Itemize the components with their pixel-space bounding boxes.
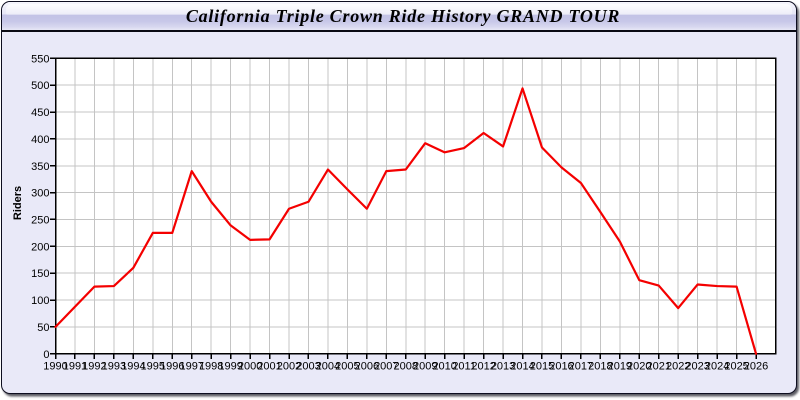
svg-text:2015: 2015 [530,361,554,373]
svg-text:2002: 2002 [277,361,301,373]
svg-text:300: 300 [31,188,49,200]
svg-text:2004: 2004 [316,361,340,373]
svg-text:1993: 1993 [102,361,126,373]
svg-text:2019: 2019 [608,361,632,373]
svg-text:2017: 2017 [569,361,593,373]
svg-text:2013: 2013 [491,361,515,373]
svg-text:2007: 2007 [374,361,398,373]
svg-text:400: 400 [31,134,49,146]
svg-text:2009: 2009 [413,361,437,373]
svg-text:2022: 2022 [666,361,690,373]
svg-text:2016: 2016 [549,361,573,373]
svg-text:2000: 2000 [238,361,262,373]
svg-text:500: 500 [31,80,49,92]
svg-text:250: 250 [31,214,49,226]
svg-text:Riders: Riders [12,186,24,220]
svg-text:2014: 2014 [510,361,534,373]
svg-text:2003: 2003 [296,361,320,373]
svg-text:350: 350 [31,161,49,173]
svg-text:1994: 1994 [121,361,145,373]
svg-text:2024: 2024 [705,361,729,373]
svg-text:1996: 1996 [160,361,184,373]
svg-text:50: 50 [37,322,49,334]
svg-text:1992: 1992 [82,361,106,373]
svg-text:1997: 1997 [179,361,203,373]
svg-text:1995: 1995 [141,361,165,373]
svg-text:1998: 1998 [199,361,223,373]
svg-text:2008: 2008 [394,361,418,373]
svg-text:2005: 2005 [335,361,359,373]
svg-text:0: 0 [43,349,49,361]
svg-text:2012: 2012 [471,361,495,373]
svg-text:2020: 2020 [627,361,651,373]
svg-text:100: 100 [31,295,49,307]
svg-text:2026: 2026 [744,361,768,373]
svg-text:2001: 2001 [257,361,281,373]
svg-text:200: 200 [31,241,49,253]
svg-text:150: 150 [31,268,49,280]
svg-text:2010: 2010 [432,361,456,373]
svg-text:2006: 2006 [355,361,379,373]
svg-text:2023: 2023 [685,361,709,373]
svg-text:450: 450 [31,107,49,119]
svg-text:1990: 1990 [43,361,67,373]
svg-text:2025: 2025 [724,361,748,373]
svg-text:2018: 2018 [588,361,612,373]
svg-text:2011: 2011 [452,361,476,373]
svg-text:1999: 1999 [218,361,242,373]
svg-text:1991: 1991 [63,361,87,373]
svg-text:2021: 2021 [646,361,670,373]
svg-text:550: 550 [31,53,49,65]
